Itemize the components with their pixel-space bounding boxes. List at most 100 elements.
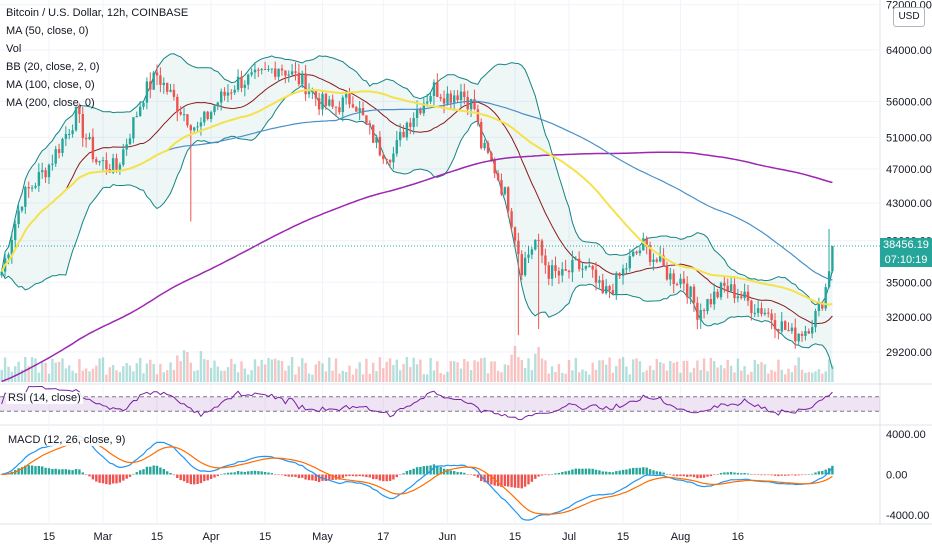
candle[interactable] [584,265,588,271]
candle[interactable] [591,264,594,278]
candle[interactable] [598,275,601,288]
candle[interactable] [54,145,57,167]
candle[interactable] [223,87,226,101]
candle[interactable] [736,288,740,303]
candle[interactable] [750,299,753,321]
candle[interactable] [274,61,277,80]
candle[interactable] [290,63,294,76]
candle[interactable] [763,308,767,316]
candle[interactable] [767,308,770,318]
candle[interactable] [507,186,510,217]
candle[interactable] [297,63,301,87]
candle[interactable] [118,162,122,175]
candle[interactable] [186,114,189,128]
candle[interactable] [196,121,199,133]
candle[interactable] [179,106,182,116]
candle[interactable] [328,95,331,107]
candle[interactable] [230,89,233,100]
candle[interactable] [324,92,328,111]
candle[interactable] [287,70,290,83]
candle[interactable] [257,67,260,78]
macd-title[interactable]: MACD (12, 26, close, 9) [6,434,128,446]
candle[interactable] [253,62,257,80]
candle[interactable] [145,77,149,110]
candle[interactable] [770,309,773,330]
candle[interactable] [621,264,625,285]
candle[interactable] [81,106,84,147]
candle[interactable] [800,331,804,342]
candle[interactable] [702,308,706,319]
candle[interactable] [10,231,13,264]
candle[interactable] [142,101,145,110]
candle[interactable] [578,251,581,272]
rsi-pane[interactable] [0,386,880,421]
legend-symbol[interactable]: Bitcoin / U.S. Dollar, 12h, COINBASE [6,7,189,19]
candle[interactable] [277,68,280,82]
candle[interactable] [399,123,402,147]
candle[interactable] [527,245,530,263]
candle[interactable] [571,250,574,282]
candle[interactable] [358,101,361,121]
candle[interactable] [439,93,442,102]
candle[interactable] [14,220,17,250]
candle[interactable] [41,162,44,179]
candle[interactable] [780,312,783,334]
candle[interactable] [172,83,176,101]
candle[interactable] [169,84,172,93]
candle[interactable] [206,110,209,121]
candle[interactable] [132,117,135,144]
candle[interactable] [486,140,490,155]
candle[interactable] [459,83,463,108]
candle[interactable] [814,308,817,333]
candle[interactable] [530,246,534,260]
candle[interactable] [203,110,206,126]
candle[interactable] [777,328,780,340]
candle[interactable] [652,253,655,271]
candle[interactable] [719,281,723,301]
time-axis[interactable]: 15 Mar 15 Apr 15 May 17 Jun 15 Jul 15 Aug 16 [43,531,744,543]
candle[interactable] [473,89,476,111]
candle[interactable] [442,90,446,114]
candle[interactable] [675,282,679,287]
candle[interactable] [520,250,523,281]
candle[interactable] [243,80,246,97]
currency-button[interactable]: USD [893,7,925,27]
candle[interactable] [34,182,37,190]
candle[interactable] [88,132,91,140]
candle[interactable] [385,158,388,165]
candle[interactable] [797,333,800,345]
rsi-title[interactable]: RSI (14, close) [6,392,83,404]
candle[interactable] [625,263,628,274]
candle[interactable] [756,300,760,318]
candle[interactable] [784,320,787,331]
candle[interactable] [534,239,537,251]
candle[interactable] [91,128,95,163]
candle[interactable] [665,261,669,281]
candle[interactable] [382,152,385,164]
candle[interactable] [679,273,682,289]
candle[interactable] [635,250,638,255]
candle[interactable] [574,256,577,261]
candle[interactable] [817,297,821,317]
candle[interactable] [159,67,162,93]
legend-ma200[interactable]: MA (200, close, 0) [6,97,95,109]
candle[interactable] [432,79,436,106]
candle[interactable] [605,279,608,295]
candle[interactable] [547,261,550,286]
candle[interactable] [638,246,642,256]
candle[interactable] [78,103,81,123]
candle[interactable] [557,267,561,284]
candle[interactable] [388,159,392,168]
candle[interactable] [611,283,615,294]
candle[interactable] [280,64,284,76]
candle[interactable] [493,157,496,179]
candle[interactable] [220,88,223,111]
candle[interactable] [628,248,631,272]
price-axis[interactable]: 29200.0032000.0035000.0039000.0043000.00… [886,0,932,522]
legend-ma50[interactable]: MA (50, close, 0) [6,25,89,37]
legend-vol[interactable]: Vol [6,43,22,55]
candle[interactable] [334,106,338,117]
candle[interactable] [713,283,716,310]
candle[interactable] [331,94,334,109]
candle[interactable] [807,328,810,334]
